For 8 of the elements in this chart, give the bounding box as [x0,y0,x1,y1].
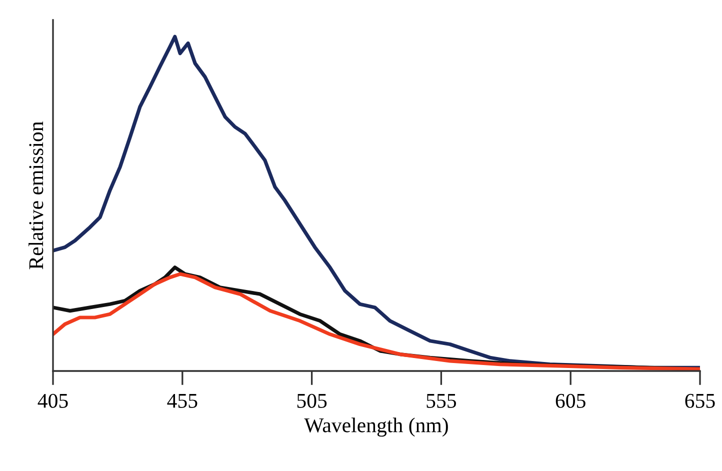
y-axis-title: Relative emission [28,121,44,270]
x-tick-label: 555 [426,394,456,408]
x-tick-label: 405 [38,394,68,408]
x-tick-label: 655 [685,394,715,408]
x-tick-label: 455 [167,394,198,408]
x-tick-label: 605 [556,394,586,408]
x-axis-title: Wavelength (nm) [304,418,448,437]
x-tick-label: 505 [297,394,327,408]
